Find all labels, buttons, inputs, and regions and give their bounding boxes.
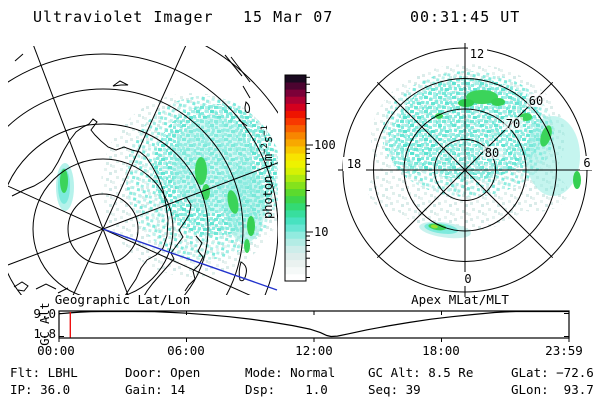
status-mode: Mode: Normal xyxy=(245,365,336,380)
label-bg xyxy=(527,94,546,107)
colorbar-tick-label-100: 100 xyxy=(314,138,336,152)
colorbar-blocks xyxy=(285,75,306,282)
observation-date: 15 Mar 07 xyxy=(243,8,334,26)
ytick-label-1-8: 1.8 xyxy=(33,326,56,341)
status-dsp: Dsp: 1.0 xyxy=(245,382,328,397)
label-bg xyxy=(461,272,476,286)
apex-polar-plot: 12 18 6 0 60 70 80 xyxy=(338,43,594,297)
mlt-label-18: 18 xyxy=(347,157,361,171)
mlt-label-6: 6 xyxy=(583,156,590,170)
label-bg xyxy=(468,46,487,60)
status-flt: Flt: LBHL xyxy=(10,365,78,380)
unit-s: s xyxy=(261,136,275,143)
label-bg xyxy=(580,156,594,170)
colorbar-unit-label: photon cm−2s−1 xyxy=(260,125,275,219)
xtick-label-2359: 23:59 xyxy=(545,343,583,358)
observation-time: 00:31:45 UT xyxy=(410,8,521,26)
mlt-spokes xyxy=(338,43,592,297)
left-panel-title: Geographic Lat/Lon xyxy=(54,292,191,307)
colorbar-tick-label-10: 10 xyxy=(314,225,328,239)
colorbar: 100 10 photon cm−2s−1 xyxy=(260,74,336,282)
unit-prefix: photon cm xyxy=(261,154,275,219)
status-seq: Seq: 39 xyxy=(368,382,421,397)
status-door: Door: Open xyxy=(125,365,201,380)
mlt-label-12: 12 xyxy=(470,47,484,61)
status-glat: GLat: −72.6 xyxy=(511,365,594,380)
altitude-plot xyxy=(58,310,570,342)
axis-ticks xyxy=(58,311,570,342)
status-glon: GLon: 93.7 xyxy=(511,382,594,397)
unit-exponent-1: −1 xyxy=(260,125,270,136)
unit-exponent-2: −2 xyxy=(260,143,270,154)
xtick-label-0000: 00:00 xyxy=(37,343,75,358)
latitude-circles xyxy=(8,46,278,295)
coastline xyxy=(11,53,251,295)
xtick-label-1800: 18:00 xyxy=(422,343,460,358)
mlat-label-60: 60 xyxy=(529,94,543,108)
colorbar-ticks xyxy=(306,76,313,278)
xtick-label-1200: 12:00 xyxy=(295,343,333,358)
bright-auroral-patch xyxy=(419,221,471,239)
mlt-label-0: 0 xyxy=(464,272,471,286)
ytick-label-9: 9.0 xyxy=(33,306,56,321)
aurora-emission-apex xyxy=(368,64,581,239)
status-gain: Gain: 14 xyxy=(125,382,186,397)
status-ip: IP: 36.0 xyxy=(10,382,71,397)
label-bg xyxy=(483,146,502,159)
label-bg xyxy=(343,157,366,171)
mlat-label-70: 70 xyxy=(506,117,520,131)
altitude-curve xyxy=(58,310,569,338)
altitude-plot-frame xyxy=(58,310,570,339)
status-gc-alt: GC Alt: 8.5 Re xyxy=(368,365,474,380)
colorbar-border xyxy=(284,74,307,282)
mlat-label-80: 80 xyxy=(485,146,499,160)
app-title: Ultraviolet Imager xyxy=(33,8,214,26)
spacecraft-track-line xyxy=(102,228,278,291)
xtick-label-0600: 06:00 xyxy=(167,343,205,358)
geographic-map xyxy=(8,46,278,295)
right-panel-title: Apex MLat/MLT xyxy=(411,292,509,307)
label-bg xyxy=(504,117,523,130)
